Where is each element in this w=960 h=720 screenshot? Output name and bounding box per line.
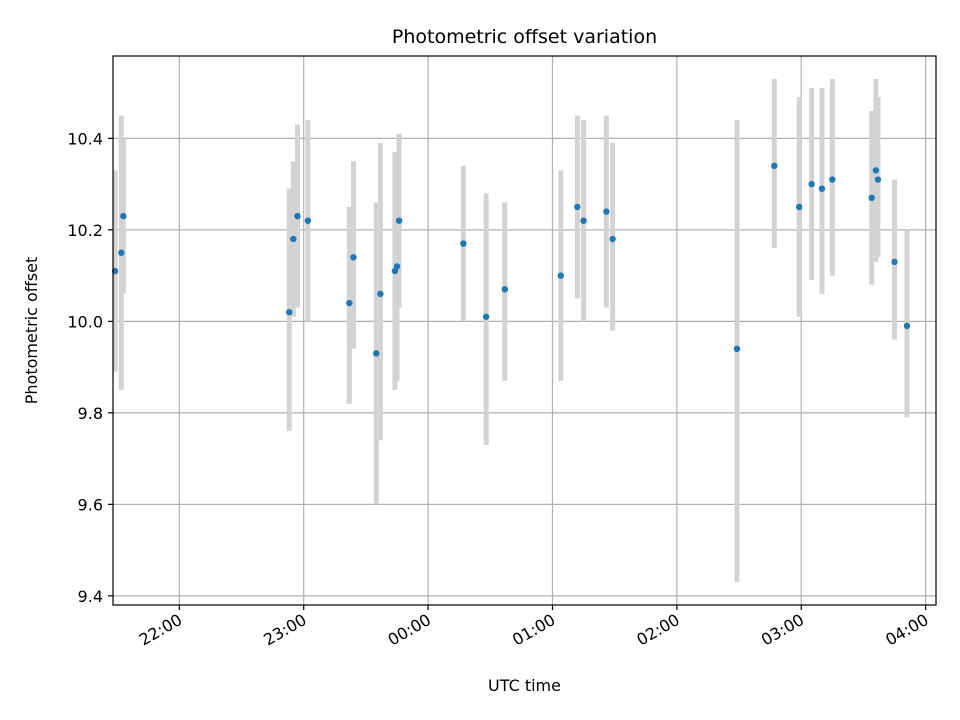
data-point bbox=[346, 299, 353, 307]
data-point bbox=[829, 176, 836, 183]
x-axis-label: UTC time bbox=[488, 676, 561, 695]
data-point bbox=[286, 309, 293, 316]
data-point bbox=[294, 212, 301, 220]
data-point bbox=[574, 203, 581, 211]
data-points bbox=[111, 162, 911, 357]
y-tick-label: 9.8 bbox=[78, 404, 103, 423]
data-point bbox=[350, 254, 357, 261]
data-point bbox=[795, 203, 803, 211]
data-point bbox=[377, 290, 384, 298]
data-point bbox=[482, 313, 490, 320]
data-point bbox=[872, 167, 880, 174]
data-point bbox=[874, 176, 882, 183]
data-point bbox=[808, 180, 815, 188]
data-point bbox=[304, 217, 312, 224]
data-point bbox=[733, 345, 741, 352]
data-point bbox=[395, 217, 403, 224]
data-point bbox=[771, 162, 778, 169]
data-point bbox=[501, 286, 509, 293]
y-tick-label: 10.0 bbox=[67, 312, 103, 331]
y-tick-label: 10.2 bbox=[67, 221, 103, 240]
chart-title: Photometric offset variation bbox=[392, 26, 657, 48]
data-point bbox=[557, 272, 564, 279]
y-axis-ticks: 9.4 9.6 9.8 10.0 10.2 10.4 bbox=[67, 129, 113, 606]
data-point bbox=[580, 217, 587, 224]
data-point bbox=[393, 263, 401, 270]
data-point bbox=[903, 322, 911, 330]
plot-frame bbox=[112, 55, 937, 606]
data-point bbox=[818, 185, 826, 192]
y-tick-label: 9.6 bbox=[78, 495, 103, 514]
data-point bbox=[609, 235, 616, 243]
y-axis-label: Photometric offset bbox=[22, 257, 41, 405]
data-point bbox=[120, 212, 127, 220]
data-point bbox=[373, 350, 380, 357]
data-point bbox=[868, 194, 875, 202]
data-point bbox=[603, 208, 610, 215]
data-point bbox=[460, 240, 467, 247]
y-tick-label: 9.4 bbox=[78, 587, 103, 606]
data-point bbox=[118, 249, 125, 256]
data-point bbox=[891, 258, 898, 266]
y-tick-label: 10.4 bbox=[67, 129, 103, 148]
data-point bbox=[290, 235, 297, 243]
